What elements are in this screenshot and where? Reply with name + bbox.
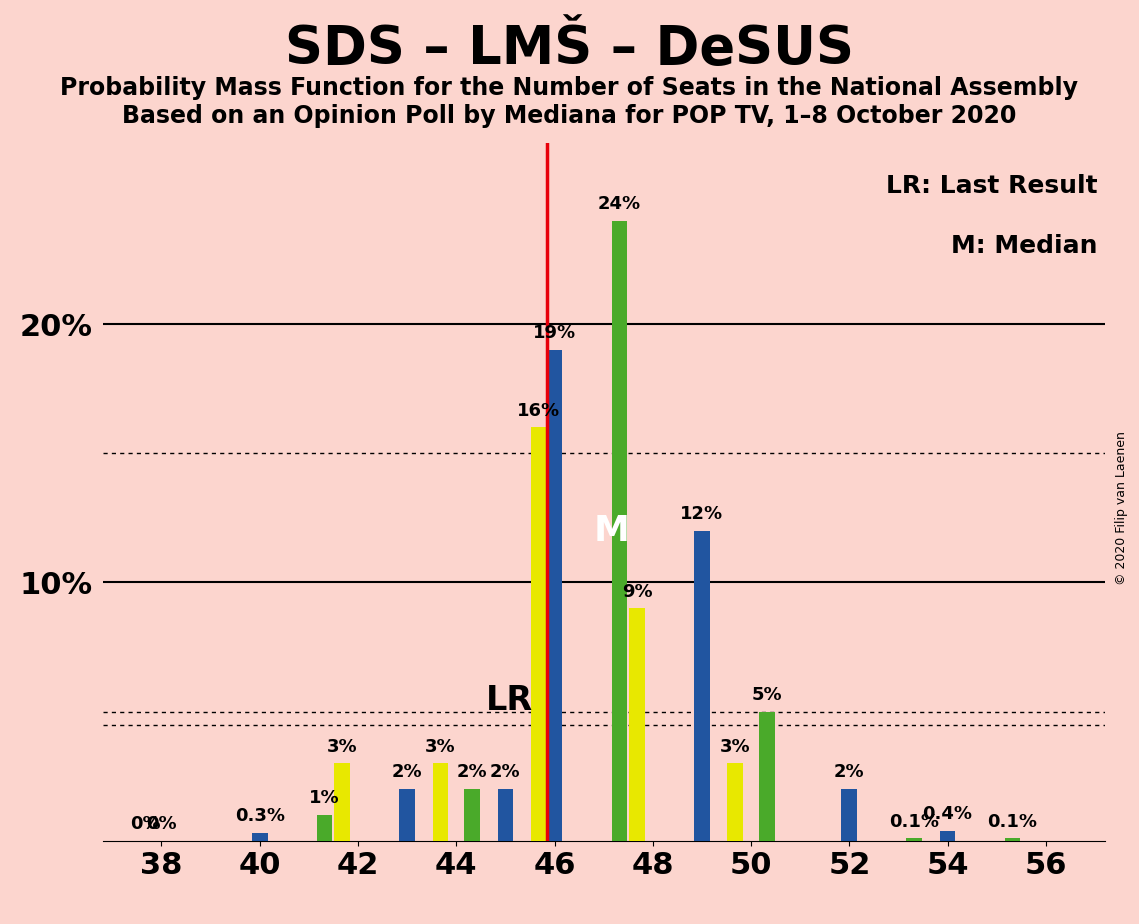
Text: 2%: 2% (490, 763, 521, 782)
Text: 0%: 0% (131, 815, 161, 833)
Text: 9%: 9% (622, 582, 653, 601)
Text: M: M (593, 514, 630, 548)
Text: 24%: 24% (598, 195, 641, 213)
Bar (907, 838, 923, 841)
Bar (694, 530, 710, 841)
Bar (940, 831, 956, 841)
Bar (464, 789, 480, 841)
Text: 3%: 3% (425, 737, 456, 756)
Bar (531, 428, 547, 841)
Text: 2%: 2% (392, 763, 423, 782)
Text: 5%: 5% (752, 686, 782, 704)
Text: M: Median: M: Median (951, 234, 1098, 258)
Text: 2%: 2% (457, 763, 487, 782)
Text: 16%: 16% (517, 402, 560, 419)
Text: Probability Mass Function for the Number of Seats in the National Assembly: Probability Mass Function for the Number… (60, 76, 1079, 100)
Text: LR: Last Result: LR: Last Result (886, 175, 1098, 199)
Text: 0.4%: 0.4% (923, 805, 973, 822)
Text: SDS – LMŠ – DeSUS: SDS – LMŠ – DeSUS (285, 23, 854, 75)
Bar (612, 221, 628, 841)
Bar (547, 350, 563, 841)
Text: 3%: 3% (720, 737, 751, 756)
Text: Based on an Opinion Poll by Mediana for POP TV, 1–8 October 2020: Based on an Opinion Poll by Mediana for … (122, 104, 1017, 128)
Text: 0.1%: 0.1% (988, 812, 1038, 831)
Bar (759, 711, 775, 841)
Text: 1%: 1% (310, 789, 339, 808)
Text: 3%: 3% (327, 737, 358, 756)
Bar (433, 763, 449, 841)
Bar (252, 833, 268, 841)
Bar (498, 789, 514, 841)
Text: 0%: 0% (146, 815, 177, 833)
Text: 2%: 2% (834, 763, 865, 782)
Bar (842, 789, 858, 841)
Text: © 2020 Filip van Laenen: © 2020 Filip van Laenen (1115, 432, 1129, 585)
Bar (335, 763, 350, 841)
Text: 0.3%: 0.3% (235, 808, 285, 825)
Bar (317, 815, 333, 841)
Bar (728, 763, 744, 841)
Bar (1005, 838, 1021, 841)
Text: 19%: 19% (533, 324, 576, 342)
Bar (400, 789, 415, 841)
Bar (629, 608, 645, 841)
Text: 12%: 12% (680, 505, 723, 523)
Text: LR: LR (485, 684, 533, 717)
Text: 0.1%: 0.1% (890, 812, 940, 831)
